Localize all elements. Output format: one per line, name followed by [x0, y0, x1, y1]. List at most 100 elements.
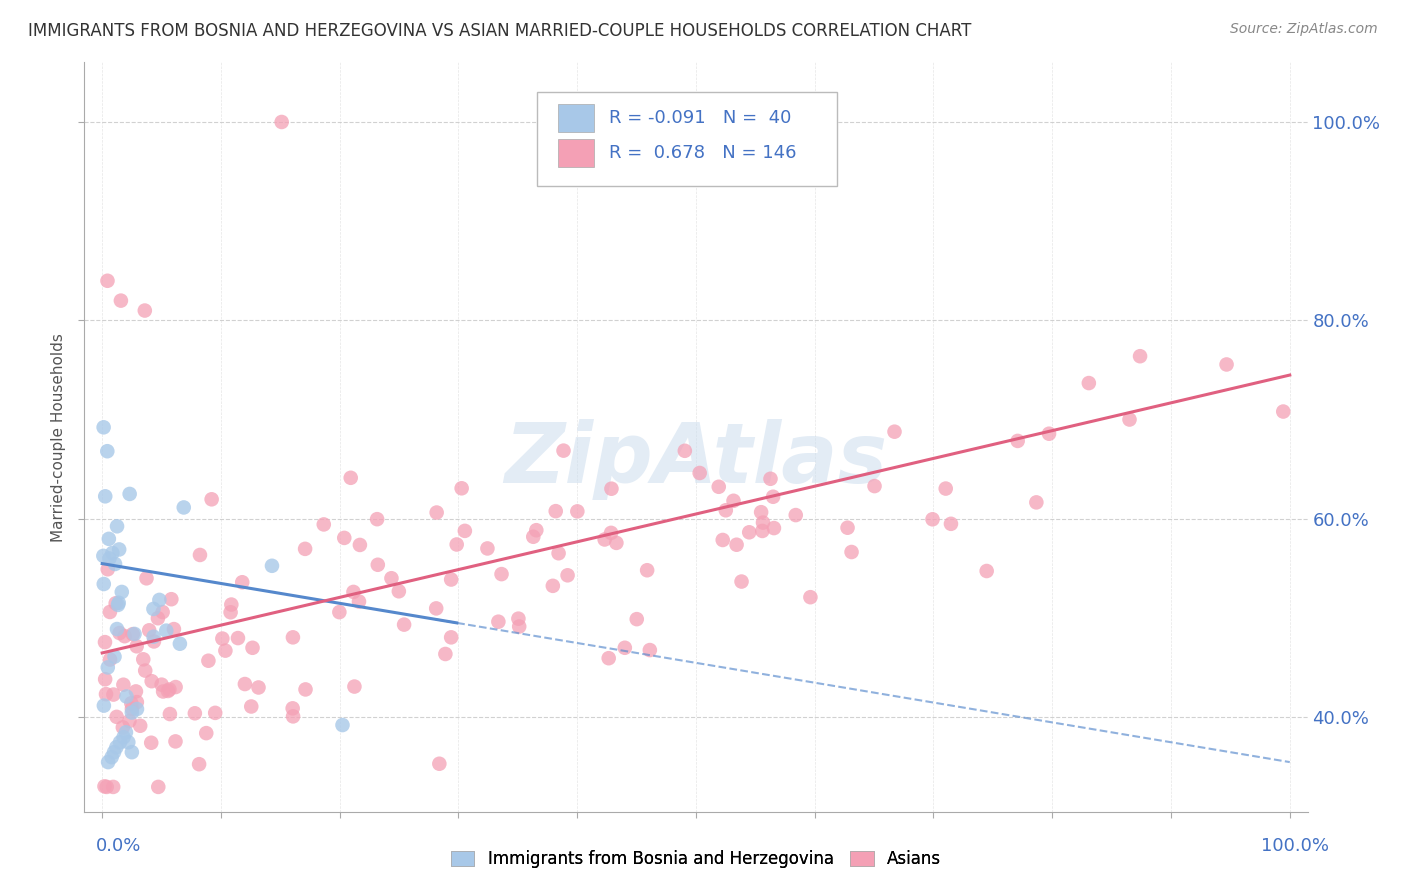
- Point: [105, 740, 128, 755]
- Point: [440, 573, 463, 587]
- Point: [103, 745, 125, 759]
- Point: [242, 640, 264, 655]
- Point: [165, 680, 187, 694]
- Point: [132, 652, 155, 666]
- Point: [725, 538, 748, 552]
- Point: [486, 615, 509, 629]
- Point: [197, 654, 219, 668]
- Point: [142, 630, 165, 644]
- Point: [117, 735, 139, 749]
- Point: [93, 549, 115, 563]
- Point: [121, 702, 143, 716]
- Point: [723, 493, 745, 508]
- Point: [108, 542, 131, 557]
- Point: [93, 420, 115, 434]
- Point: [188, 757, 211, 772]
- Point: [105, 622, 128, 636]
- Point: [598, 651, 620, 665]
- Point: [392, 617, 415, 632]
- Point: [837, 521, 859, 535]
- Point: [211, 632, 233, 646]
- Text: 0.0%: 0.0%: [96, 837, 141, 855]
- Point: [593, 533, 616, 547]
- Point: [1129, 349, 1152, 363]
- Point: [160, 592, 183, 607]
- Point: [541, 579, 564, 593]
- Point: [96, 274, 118, 288]
- Point: [434, 647, 457, 661]
- Point: [380, 571, 402, 585]
- Point: [219, 605, 242, 619]
- Point: [107, 598, 129, 612]
- Point: [342, 585, 364, 599]
- Point: [146, 611, 169, 625]
- Point: [121, 627, 143, 641]
- Point: [454, 524, 477, 538]
- Point: [97, 532, 120, 546]
- Point: [100, 750, 122, 764]
- FancyBboxPatch shape: [558, 103, 595, 132]
- Point: [138, 624, 160, 638]
- Point: [673, 443, 696, 458]
- Point: [125, 640, 148, 654]
- Text: IMMIGRANTS FROM BOSNIA AND HERZEGOVINA VS ASIAN MARRIED-COUPLE HOUSEHOLDS CORREL: IMMIGRANTS FROM BOSNIA AND HERZEGOVINA V…: [28, 22, 972, 40]
- Point: [738, 525, 761, 540]
- Point: [104, 596, 127, 610]
- Point: [749, 505, 772, 519]
- Point: [169, 637, 191, 651]
- Point: [799, 590, 821, 604]
- Point: [751, 524, 773, 538]
- Point: [759, 472, 782, 486]
- Point: [613, 640, 636, 655]
- Point: [103, 780, 125, 794]
- Text: 100.0%: 100.0%: [1261, 837, 1329, 855]
- Point: [231, 575, 253, 590]
- Point: [1272, 404, 1295, 418]
- Point: [547, 546, 569, 560]
- Point: [491, 567, 513, 582]
- Point: [935, 482, 957, 496]
- Point: [152, 605, 174, 619]
- Point: [240, 699, 263, 714]
- Point: [508, 612, 530, 626]
- Point: [97, 660, 120, 674]
- Point: [332, 718, 354, 732]
- Point: [97, 562, 120, 576]
- Point: [247, 681, 270, 695]
- Point: [600, 525, 623, 540]
- Point: [141, 736, 163, 750]
- Point: [98, 551, 121, 566]
- Point: [173, 500, 195, 515]
- Point: [270, 115, 292, 129]
- Point: [328, 605, 350, 619]
- Point: [714, 503, 737, 517]
- Point: [1038, 426, 1060, 441]
- Point: [524, 523, 547, 537]
- Point: [347, 594, 370, 608]
- Point: [148, 780, 170, 794]
- Point: [260, 558, 283, 573]
- Point: [125, 684, 148, 698]
- Point: [155, 624, 177, 638]
- Point: [129, 719, 152, 733]
- Point: [204, 706, 226, 720]
- Point: [707, 480, 730, 494]
- Point: [114, 629, 136, 643]
- Point: [96, 444, 118, 458]
- Point: [939, 516, 962, 531]
- Point: [221, 598, 243, 612]
- Point: [98, 605, 121, 619]
- Point: [112, 678, 135, 692]
- Point: [125, 702, 148, 716]
- Point: [142, 602, 165, 616]
- Point: [785, 508, 807, 522]
- Point: [281, 701, 304, 715]
- Point: [294, 682, 316, 697]
- Point: [730, 574, 752, 589]
- Point: [101, 546, 124, 560]
- Point: [98, 652, 121, 666]
- Point: [333, 531, 356, 545]
- Point: [762, 490, 785, 504]
- Point: [112, 731, 135, 745]
- Point: [152, 684, 174, 698]
